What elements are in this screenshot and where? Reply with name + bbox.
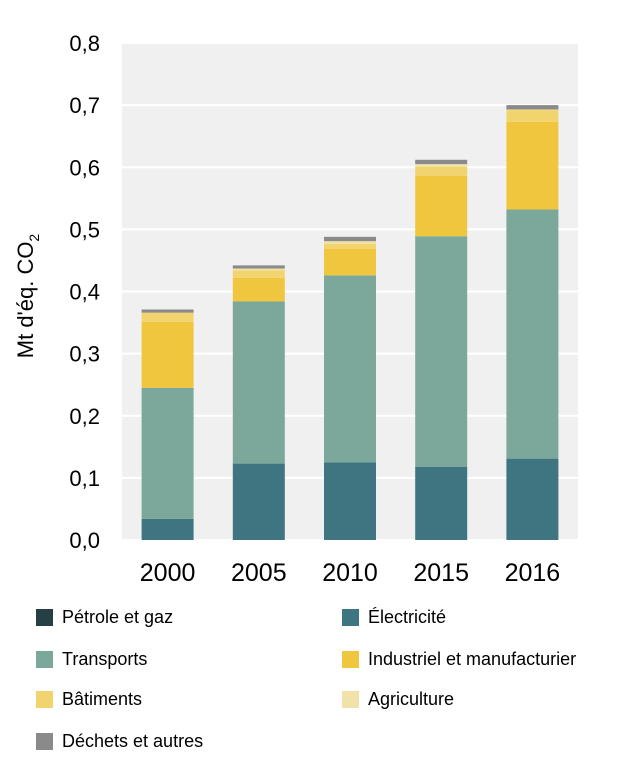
- bar-segment: [232, 301, 285, 464]
- x-tick-label: 2015: [413, 559, 469, 587]
- bar-segment: [506, 209, 559, 459]
- bars: [141, 105, 559, 540]
- bar-segment: [141, 387, 194, 519]
- legend-swatch-batiments: [36, 690, 53, 708]
- bar-segment: [506, 121, 559, 210]
- y-tick-label: 0,7: [69, 93, 100, 118]
- bar-segment: [506, 109, 559, 111]
- legend-item-batiments: Bâtiments: [36, 688, 142, 710]
- legend-item-industriel: Industriel et manufacturier: [342, 648, 576, 670]
- bar-segment: [415, 175, 468, 237]
- bar-segment: [324, 275, 376, 463]
- bar-segment: [141, 309, 194, 313]
- legend-swatch-industriel: [342, 650, 359, 668]
- y-tick-label: 0,5: [69, 217, 100, 242]
- bar-segment: [324, 241, 376, 244]
- x-tick-label: 2016: [505, 559, 561, 587]
- bar-segment: [415, 466, 468, 540]
- bar-segment: [232, 463, 285, 540]
- y-axis-label: Mt d'éq. CO2: [13, 234, 42, 359]
- legend-swatch-transports: [36, 650, 53, 668]
- legend-swatch-electricite: [342, 608, 359, 626]
- legend: Pétrole et gaz Électricité Transports In…: [0, 600, 634, 769]
- bar-segment: [141, 321, 194, 388]
- y-tick-label: 0,3: [69, 342, 100, 367]
- legend-label: Bâtiments: [62, 688, 143, 709]
- y-tick-label: 0,1: [69, 466, 100, 491]
- bar-segment: [415, 166, 468, 176]
- legend-item-petrole-gaz: Pétrole et gaz: [36, 606, 173, 628]
- bar-segment: [324, 236, 376, 242]
- legend-label: Industriel et manufacturier: [368, 648, 577, 669]
- y-tick-label: 0,6: [69, 155, 100, 180]
- y-tick-label: 0,8: [69, 31, 100, 56]
- bar-segment: [506, 110, 559, 122]
- bar-segment: [506, 458, 559, 540]
- x-axis-ticks: 2000 2005 2010 2015 2016: [140, 559, 560, 587]
- x-tick-label: 2000: [140, 559, 196, 587]
- legend-swatch-petrole-gaz: [36, 608, 53, 626]
- bar-segment: [232, 268, 285, 271]
- legend-label: Pétrole et gaz: [62, 606, 174, 627]
- bar-segment: [324, 243, 376, 249]
- x-tick-label: 2005: [231, 559, 287, 587]
- bar-segment: [415, 164, 468, 167]
- bar-segment: [324, 462, 376, 540]
- bar-segment: [232, 265, 285, 269]
- x-tick-label: 2010: [322, 559, 378, 587]
- bar-segment: [232, 277, 285, 302]
- bar-segment: [415, 159, 468, 165]
- y-tick-label: 0,4: [69, 280, 100, 305]
- legend-label: Transports: [62, 648, 148, 669]
- y-axis-ticks: 0,0 0,1 0,2 0,3 0,4 0,5 0,6 0,7 0,8: [69, 31, 100, 553]
- legend-item-dechets: Déchets et autres: [36, 730, 203, 752]
- legend-label: Déchets et autres: [62, 730, 204, 751]
- stacked-bar-chart: 0,0 0,1 0,2 0,3 0,4 0,5 0,6 0,7 0,8 2000 2005 2010…: [13, 31, 578, 587]
- bar-segment: [506, 105, 559, 110]
- y-tick-label: 0,0: [69, 528, 100, 553]
- legend-item-transports: Transports: [36, 648, 147, 670]
- y-tick-label: 0,2: [69, 404, 100, 429]
- bar-segment: [324, 248, 376, 276]
- bar-segment: [141, 312, 194, 322]
- bar-segment: [141, 518, 194, 540]
- bar-segment: [232, 270, 285, 278]
- legend-swatch-dechets: [36, 732, 53, 750]
- legend-item-agriculture: Agriculture: [342, 688, 454, 710]
- legend-item-electricite: Électricité: [342, 606, 446, 628]
- bar-segment: [415, 236, 468, 467]
- legend-label: Électricité: [368, 606, 447, 627]
- legend-swatch-agriculture: [342, 690, 359, 708]
- legend-label: Agriculture: [368, 688, 455, 709]
